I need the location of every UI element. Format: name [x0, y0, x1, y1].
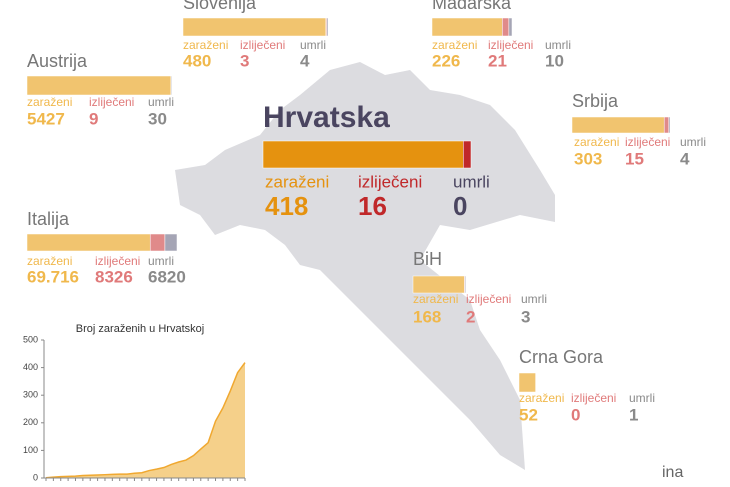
legend-label: zaraženi [265, 172, 329, 191]
area [46, 362, 245, 478]
legend-label: izliječeni [571, 391, 616, 405]
value-label: 0 [453, 191, 467, 221]
value-label: 418 [265, 191, 308, 221]
line [45, 362, 246, 479]
legend-label: umrli [521, 292, 547, 306]
value-label: 3 [240, 51, 249, 70]
value-label: 4 [680, 149, 690, 168]
value-label: 5427 [27, 109, 65, 128]
bar-segment [663, 116, 670, 134]
value-label: 4 [300, 51, 310, 70]
chart-title: Broj zaraženih u Hrvatskoj [76, 323, 204, 335]
y-tick-label: 200 [23, 417, 38, 427]
legend-label: izliječeni [488, 38, 533, 52]
bar-segment [26, 75, 172, 96]
y-tick-label: 0 [33, 472, 38, 482]
y-tick-label: 300 [23, 390, 38, 400]
legend-label: umrli [680, 135, 706, 149]
legend-label: izliječeni [466, 292, 511, 306]
legend-label: izliječeni [358, 172, 422, 191]
value-label: 6820 [148, 267, 186, 286]
bar-segment [170, 75, 173, 96]
bar-segment [508, 17, 513, 37]
legend-label: izliječeni [625, 135, 670, 149]
logo: ina [662, 464, 683, 481]
value-label: 69.716 [27, 267, 79, 286]
bar-segment [571, 116, 665, 134]
legend-label: umrli [453, 172, 490, 191]
y-tick-label: 500 [23, 334, 38, 344]
legend-label: umrli [148, 95, 174, 109]
legend-label: izliječeni [240, 38, 285, 52]
value-label: 2 [466, 307, 475, 326]
value-label: 1 [629, 405, 638, 424]
legend-label: izliječeni [89, 95, 134, 109]
bar-segment [164, 233, 178, 252]
country-name: Srbija [572, 91, 619, 111]
legend-label: zaraženi [432, 38, 477, 52]
value-label: 52 [519, 405, 538, 424]
legend-label: zaraženi [27, 254, 72, 268]
value-label: 21 [488, 51, 507, 70]
legend-label: umrli [545, 38, 571, 52]
bar-segment [412, 275, 465, 294]
legend-label: umrli [629, 391, 655, 405]
country-name: Hrvatska [263, 101, 390, 134]
value-label: 30 [148, 109, 167, 128]
country-name: Crna Gora [519, 347, 604, 367]
country-name: BiH [413, 249, 442, 269]
value-label: 15 [625, 149, 644, 168]
value-label: 303 [574, 149, 602, 168]
value-label: 9 [89, 109, 98, 128]
bar-segment [149, 233, 166, 252]
bar-segment [668, 116, 671, 134]
legend-label: zaraženi [183, 38, 228, 52]
value-label: 0 [571, 405, 580, 424]
bar-segment [502, 17, 510, 37]
value-label: 480 [183, 51, 211, 70]
legend-label: zaraženi [27, 95, 72, 109]
bar-segment [26, 233, 151, 252]
value-label: 226 [432, 51, 460, 70]
country-name: Austrija [27, 51, 88, 71]
bar-segment [326, 17, 329, 37]
value-label: 16 [358, 191, 387, 221]
legend-label: zaraženi [574, 135, 619, 149]
value-label: 168 [413, 307, 441, 326]
bar-segment [431, 17, 503, 37]
value-label: 10 [545, 51, 564, 70]
legend-label: umrli [148, 254, 174, 268]
country-name: Slovenija [183, 0, 257, 13]
bar-segment [262, 140, 464, 169]
legend-label: zaraženi [413, 292, 458, 306]
legend-label: zaraženi [519, 391, 564, 405]
legend-label: izliječeni [95, 254, 140, 268]
bar-segment [518, 372, 536, 393]
bar-segment [463, 140, 472, 169]
value-label: 3 [521, 307, 530, 326]
y-tick-label: 100 [23, 445, 38, 455]
y-tick-label: 400 [23, 362, 38, 372]
country-name: Italija [27, 209, 70, 229]
bar-segment [182, 17, 327, 37]
legend-label: umrli [300, 38, 326, 52]
country-name: Mađarska [432, 0, 512, 13]
bar-segment [464, 275, 467, 294]
value-label: 8326 [95, 267, 133, 286]
